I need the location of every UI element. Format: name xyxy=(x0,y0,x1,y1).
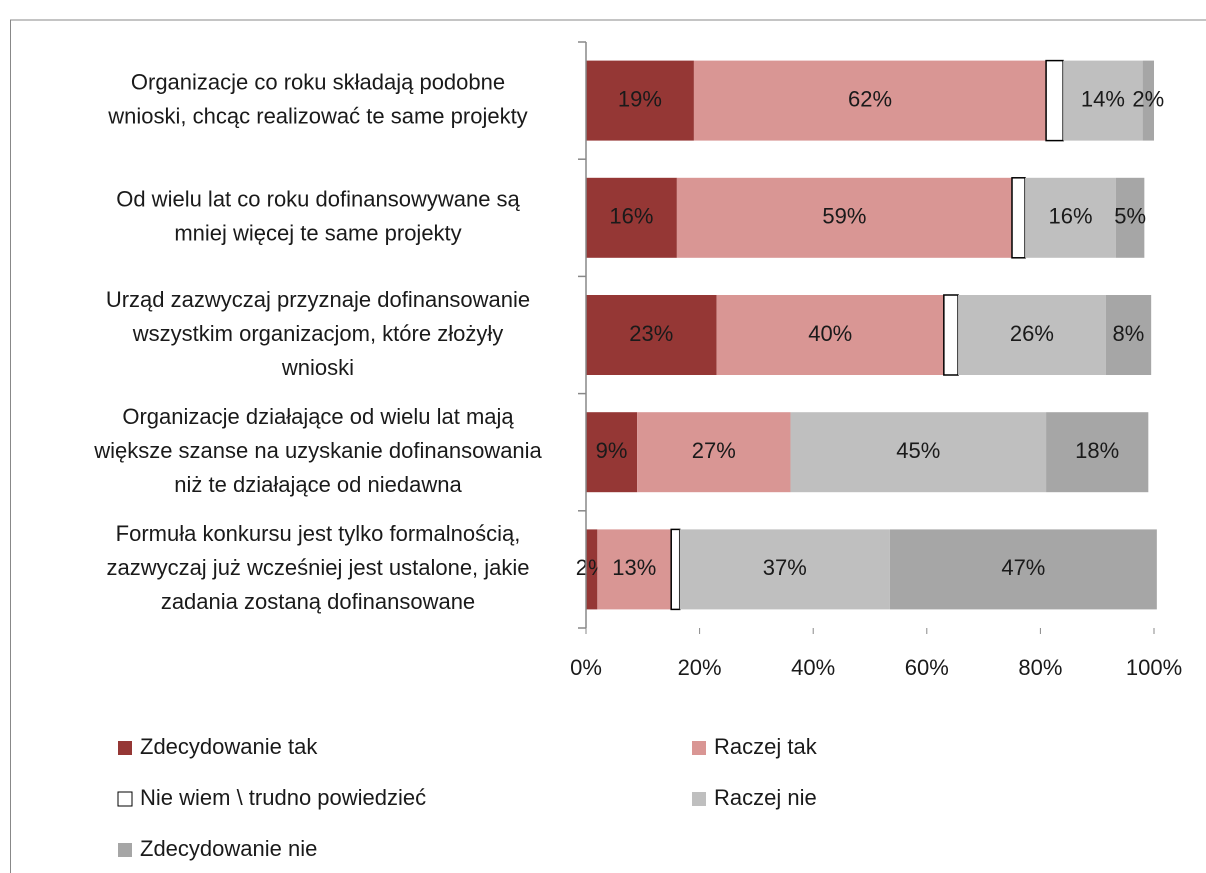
bar-segment xyxy=(1025,177,1116,258)
x-tick-label: 60% xyxy=(905,655,949,680)
category-label: Organizacje działające od wielu lat mają xyxy=(122,404,514,429)
bar-segment xyxy=(889,529,1157,610)
data-label: 5% xyxy=(1114,204,1146,229)
category-label: Urząd zazwyczaj przyznaje dofinansowanie xyxy=(106,287,530,312)
data-label: 18% xyxy=(1075,438,1119,463)
bar-segment xyxy=(586,60,694,141)
data-label: 59% xyxy=(822,204,866,229)
data-label: 13% xyxy=(612,555,656,580)
bar-segment xyxy=(1046,412,1149,493)
bar-segment xyxy=(1063,60,1143,141)
bar-segment xyxy=(693,60,1047,141)
bar-segment xyxy=(670,528,681,611)
x-tick-label: 40% xyxy=(791,655,835,680)
data-label: 37% xyxy=(763,555,807,580)
data-label: 8% xyxy=(1113,321,1145,346)
data-label: 19% xyxy=(618,86,662,111)
bar-segment xyxy=(586,529,598,610)
x-tick-label: 20% xyxy=(678,655,722,680)
category-label: większe szanse na uzyskanie dofinansowan… xyxy=(93,438,542,463)
data-label: 26% xyxy=(1010,321,1054,346)
data-label: 47% xyxy=(1001,555,1045,580)
legend-label: Zdecydowanie tak xyxy=(140,734,318,759)
bar-segment xyxy=(676,177,1012,258)
legend-swatch xyxy=(118,741,132,755)
bar-segment xyxy=(1142,60,1154,141)
data-label: 2% xyxy=(1132,86,1164,111)
legend-label: Raczej tak xyxy=(714,734,818,759)
legend-swatch xyxy=(118,843,132,857)
legend-swatch xyxy=(692,741,706,755)
x-tick-label: 100% xyxy=(1126,655,1182,680)
data-label: 62% xyxy=(848,86,892,111)
x-tick-label: 0% xyxy=(570,655,602,680)
category-label: wnioski, chcąc realizować te same projek… xyxy=(107,103,527,128)
data-label: 9% xyxy=(596,438,628,463)
bar-segment xyxy=(790,412,1047,493)
data-label: 40% xyxy=(808,321,852,346)
bar-segment xyxy=(943,294,959,376)
data-label: 45% xyxy=(896,438,940,463)
category-label: zazwyczaj już wcześniej jest ustalone, j… xyxy=(106,555,529,580)
data-label: 14% xyxy=(1081,86,1125,111)
bar-segment xyxy=(958,295,1106,375)
bar-segment xyxy=(716,295,944,375)
legend-label: Nie wiem \ trudno powiedzieć xyxy=(140,785,426,810)
category-label: mniej więcej te same projekty xyxy=(174,221,461,246)
bar-segment xyxy=(679,529,890,610)
legend-swatch xyxy=(117,791,133,807)
bar-segment xyxy=(1011,177,1026,259)
bar-segment xyxy=(637,412,791,493)
x-tick-label: 80% xyxy=(1018,655,1062,680)
category-label: Organizacje co roku składają podobne xyxy=(131,69,505,94)
bar-segment xyxy=(1045,59,1064,142)
category-label: niż te działające od niedawna xyxy=(174,472,462,497)
category-label: wnioski xyxy=(281,355,354,380)
data-label: 23% xyxy=(629,321,673,346)
bar-segment xyxy=(586,177,677,258)
data-label: 27% xyxy=(692,438,736,463)
category-label: Formuła konkursu jest tylko formalnością… xyxy=(116,521,521,546)
data-label: 16% xyxy=(609,204,653,229)
category-label: wszystkim organizacjom, które złożyły xyxy=(132,321,503,346)
category-label: zadania zostaną dofinansowane xyxy=(161,589,475,614)
bar-segment xyxy=(586,295,717,375)
legend-swatch xyxy=(692,792,706,806)
bar-segment xyxy=(597,529,672,610)
bar-segment xyxy=(1115,177,1145,258)
category-label: Od wielu lat co roku dofinansowywane są xyxy=(116,187,520,212)
legend-label: Raczej nie xyxy=(714,785,817,810)
bar-segment xyxy=(586,412,638,493)
legend-label: Zdecydowanie nie xyxy=(140,836,317,861)
bar-segment xyxy=(1105,295,1152,375)
data-label: 16% xyxy=(1048,204,1092,229)
